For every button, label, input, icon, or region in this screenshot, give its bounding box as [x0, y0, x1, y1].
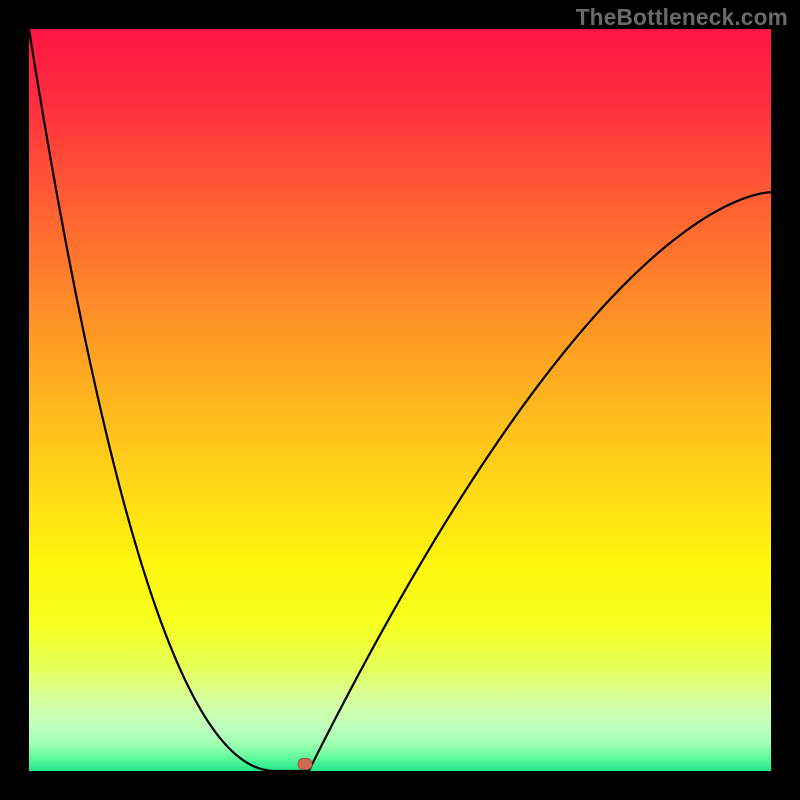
marker-dot	[298, 758, 312, 769]
canvas: TheBottleneck.com	[0, 0, 800, 800]
watermark-text: TheBottleneck.com	[576, 4, 788, 31]
plot-area	[29, 29, 771, 771]
minimum-marker	[29, 29, 771, 771]
